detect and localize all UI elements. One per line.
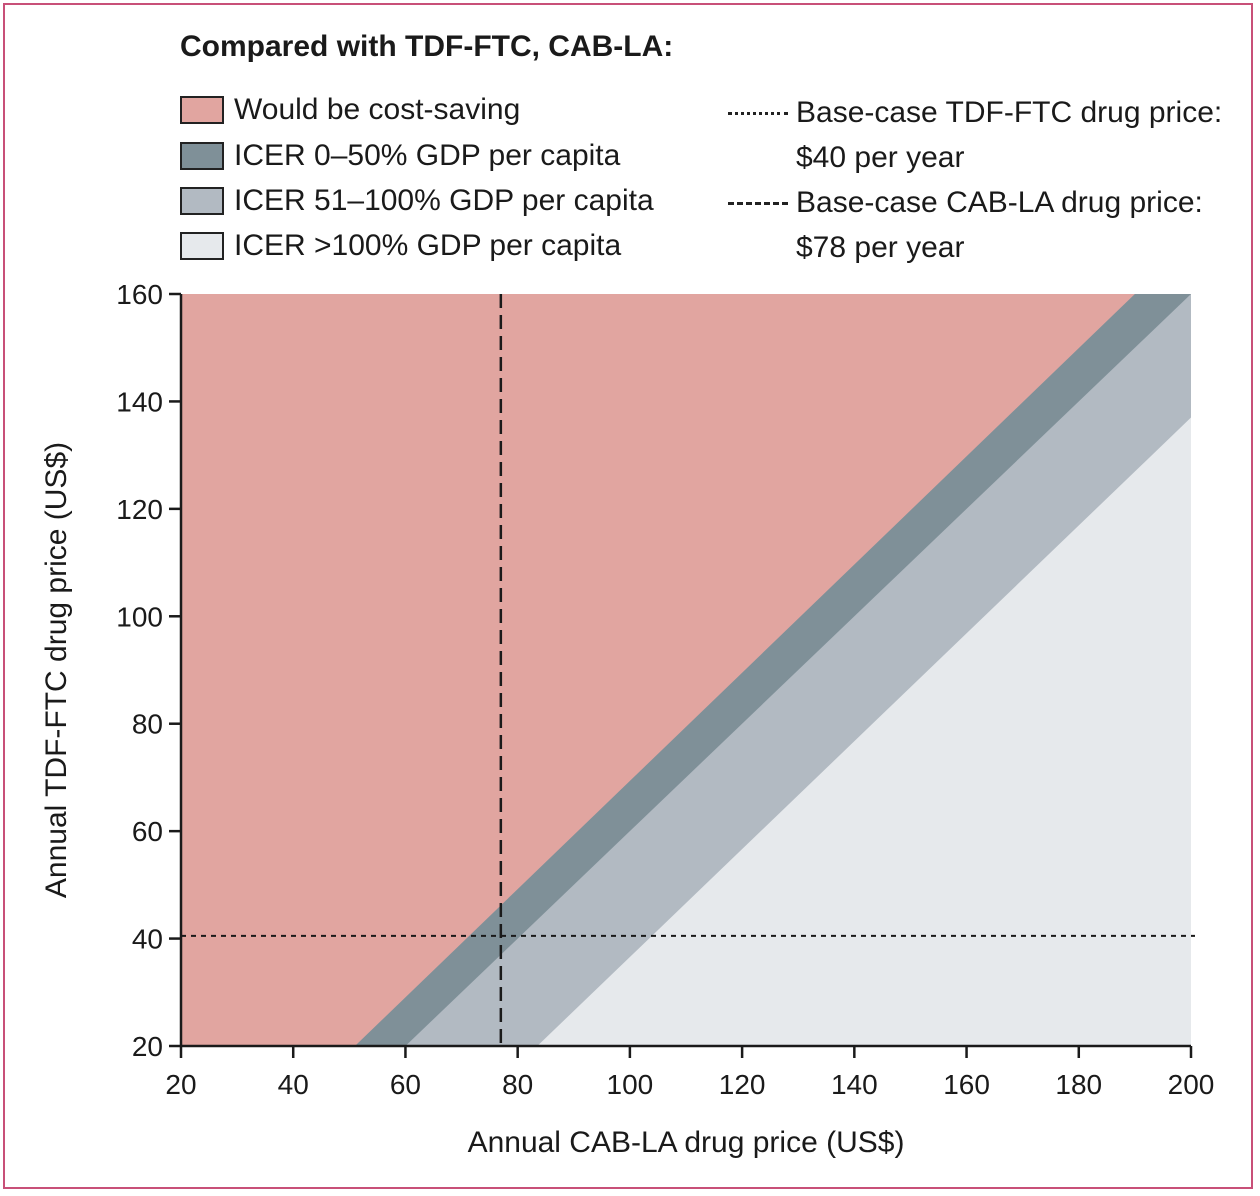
legend-ref-tdf-ftc-value: $40 per year — [796, 141, 965, 174]
x-axis-label: Annual CAB-LA drug price (US$) — [468, 1126, 905, 1159]
figure-frame — [3, 3, 1253, 1189]
legend-label-icer-0-50: ICER 0–50% GDP per capita — [234, 139, 621, 172]
legend-label-icer-over-100: ICER >100% GDP per capita — [234, 229, 622, 262]
x-tick-label: 140 — [831, 1069, 878, 1100]
legend-dashed-line-icon — [728, 201, 788, 205]
legend-item-icer-over-100: ICER >100% GDP per capita — [180, 228, 621, 264]
legend-swatch-cost-saving — [180, 96, 224, 124]
legend-dotted-line-icon — [728, 111, 788, 115]
y-tick-label: 120 — [116, 494, 163, 525]
legend-ref-tdf-ftc: Base-case TDF-FTC drug price: — [728, 96, 1222, 130]
legend-label-cost-saving: Would be cost-saving — [234, 93, 521, 126]
legend-ref-cab-la-label: Base-case CAB-LA drug price: — [796, 186, 1203, 219]
legend-ref-tdf-ftc-label: Base-case TDF-FTC drug price: — [796, 96, 1223, 129]
x-tick-label: 60 — [390, 1069, 421, 1100]
region-cost-saving — [181, 294, 1135, 1046]
legend-item-cost-saving: Would be cost-saving — [180, 92, 520, 128]
chart-reference-lines — [181, 294, 1195, 1046]
x-tick-label: 100 — [607, 1069, 654, 1100]
y-tick-label: 80 — [132, 709, 163, 740]
legend-item-icer-0-50: ICER 0–50% GDP per capita — [180, 138, 620, 174]
y-tick-label: 140 — [116, 386, 163, 417]
legend-ref-cab-la: Base-case CAB-LA drug price: — [728, 186, 1203, 220]
x-tick-label: 120 — [719, 1069, 766, 1100]
x-tick-label: 20 — [165, 1069, 196, 1100]
y-tick-label: 100 — [116, 601, 163, 632]
x-tick-label: 80 — [502, 1069, 533, 1100]
x-tick-label: 40 — [278, 1069, 309, 1100]
legend-swatch-icer-over-100 — [180, 232, 224, 260]
legend-item-icer-51-100: ICER 51–100% GDP per capita — [180, 183, 654, 219]
chart-axes: 20 40 60 80 100 120 140 160 20 40 60 80 100 120 140 160… — [116, 279, 1214, 1100]
legend-label-icer-51-100: ICER 51–100% GDP per capita — [234, 184, 654, 217]
y-tick-label: 160 — [116, 279, 163, 310]
legend-ref-cab-la-value: $78 per year — [796, 231, 965, 264]
chart-regions — [181, 294, 1191, 1046]
y-axis-label: Annual TDF-FTC drug price (US$) — [40, 442, 73, 898]
legend-title: Compared with TDF-FTC, CAB-LA: — [180, 30, 674, 63]
legend-swatch-icer-0-50 — [180, 142, 224, 170]
y-tick-label: 20 — [132, 1031, 163, 1062]
x-tick-label: 200 — [1168, 1069, 1215, 1100]
y-tick-label: 40 — [132, 924, 163, 955]
y-tick-label: 60 — [132, 816, 163, 847]
x-tick-label: 180 — [1055, 1069, 1102, 1100]
legend-swatch-icer-51-100 — [180, 187, 224, 215]
x-tick-label: 160 — [943, 1069, 990, 1100]
